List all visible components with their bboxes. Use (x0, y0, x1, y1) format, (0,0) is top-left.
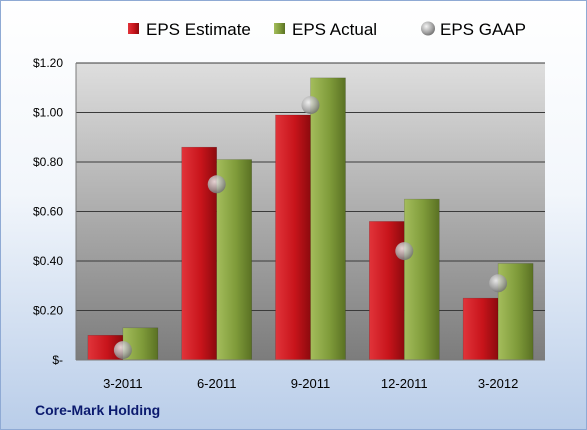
axes: $- $0.20 $0.40 $0.60 $0.80 $1.00 $1.20 3-2011 6-… (33, 56, 545, 391)
legend-swatch (128, 23, 139, 34)
x-tick-label: 9-2011 (291, 376, 331, 391)
y-tick-label: $0.80 (33, 155, 63, 169)
bar-eps-actual (310, 77, 346, 361)
y-tick-label: $- (52, 353, 63, 367)
y-tick-label: $1.00 (33, 106, 63, 120)
bar-eps-estimate (369, 221, 405, 361)
point-eps-gaap (395, 242, 414, 261)
bar-eps-estimate (462, 297, 499, 361)
y-tick-label: $0.60 (33, 205, 63, 219)
legend-label: EPS Estimate (146, 20, 251, 39)
legend-label: EPS Actual (292, 20, 377, 39)
x-tick-label: 3-2012 (478, 376, 518, 391)
bar-eps-estimate (275, 114, 311, 361)
legend-swatch (421, 21, 435, 36)
y-tick-label: $0.20 (33, 304, 63, 318)
bar-marks (87, 77, 534, 361)
bar-eps-actual (404, 198, 440, 361)
point-eps-gaap (301, 96, 320, 115)
legend: EPS Estimate EPS Actual EPS GAAP (128, 20, 526, 39)
legend-label: EPS GAAP (440, 20, 526, 39)
legend-swatch (274, 23, 285, 34)
y-tick-label: $0.40 (33, 254, 63, 268)
x-tick-label: 6-2011 (197, 376, 237, 391)
x-tick-label: 12-2011 (381, 376, 428, 391)
point-eps-gaap (489, 274, 508, 293)
company-name: Core-Mark Holding (35, 402, 161, 418)
x-tick-label: 3-2011 (103, 376, 143, 391)
gaap-points (113, 96, 508, 360)
y-tick-label: $1.20 (33, 56, 63, 70)
point-eps-gaap (113, 341, 132, 360)
point-eps-gaap (207, 175, 226, 194)
